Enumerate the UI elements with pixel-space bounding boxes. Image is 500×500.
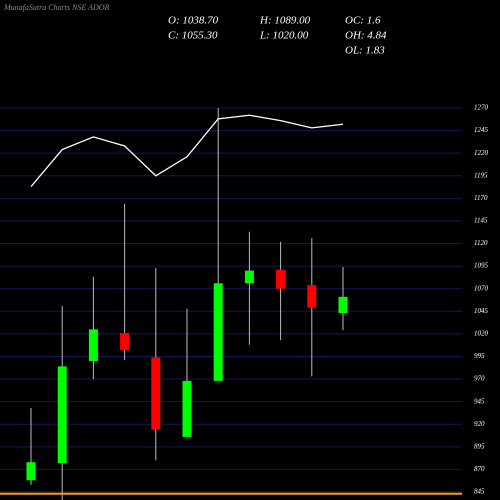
y-tick-label: 920	[474, 420, 485, 428]
y-tick-label: 1095	[474, 262, 489, 270]
y-tick-label: 1070	[474, 284, 489, 292]
y-tick-label: 1270	[474, 104, 489, 112]
line-series	[30, 114, 344, 188]
candle-body	[338, 296, 348, 314]
stat: OH: 4.84	[345, 30, 387, 42]
candle-body	[57, 366, 67, 464]
chart-title: MunafaSutra Charts NSE ADOR	[3, 3, 110, 12]
y-tick-label: 970	[474, 375, 485, 383]
candle-body	[244, 270, 254, 284]
y-tick-label: 845	[474, 488, 485, 496]
y-tick-label: 945	[474, 397, 485, 405]
y-tick-label: 995	[474, 352, 485, 360]
stat: H: 1089.00	[259, 15, 311, 27]
stats: O: 1038.70 H: 1089.00 OC: 1.6 C: 1055.30…	[168, 15, 387, 57]
candle-body	[26, 462, 36, 481]
y-tick-label: 895	[474, 442, 485, 450]
candle-body	[307, 285, 317, 308]
candle-body	[88, 329, 98, 361]
candle-body	[213, 283, 223, 381]
candle-body	[276, 269, 286, 289]
y-tick-label: 1145	[474, 217, 488, 225]
stat: OL: 1.83	[345, 45, 385, 57]
y-tick-label: 1045	[474, 307, 489, 315]
candle-body	[120, 332, 130, 351]
stat: OC: 1.6	[345, 15, 381, 27]
stat: L: 1020.00	[259, 30, 309, 42]
y-tick-label: 1195	[474, 171, 488, 179]
candle-body	[151, 357, 161, 430]
stat: C: 1055.30	[168, 30, 218, 42]
stat: O: 1038.70	[168, 15, 219, 27]
y-tick-label: 1020	[474, 329, 489, 337]
candle-body	[182, 380, 192, 437]
y-tick-label: 1245	[474, 126, 489, 134]
y-tick-label: 1170	[474, 194, 488, 202]
y-tick-label: 870	[474, 465, 485, 473]
y-tick-label: 1220	[474, 149, 489, 157]
y-tick-label: 1120	[474, 239, 488, 247]
